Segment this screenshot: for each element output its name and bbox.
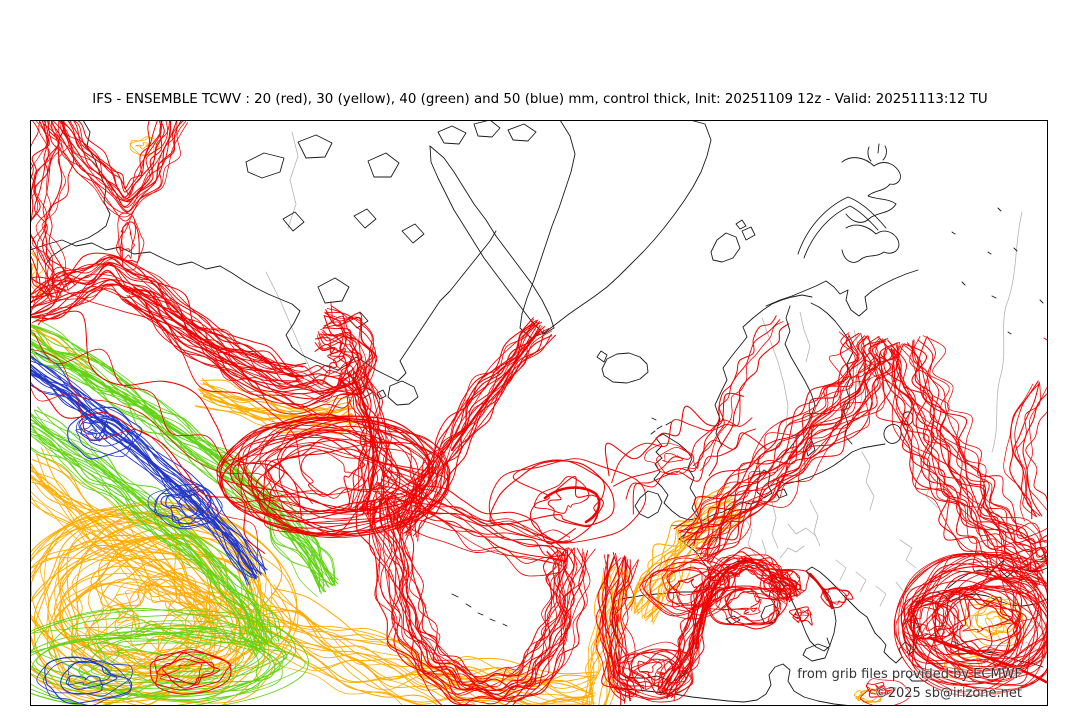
map-frame (30, 120, 1048, 706)
attribution-source: from grib files provided by ECMWF (797, 667, 1022, 682)
ensemble-contours (30, 120, 1048, 706)
chart-title: IFS - ENSEMBLE TCWV : 20 (red), 30 (yell… (92, 92, 988, 107)
attribution-copyright: ©2025 sb@irizone.net (874, 686, 1022, 701)
